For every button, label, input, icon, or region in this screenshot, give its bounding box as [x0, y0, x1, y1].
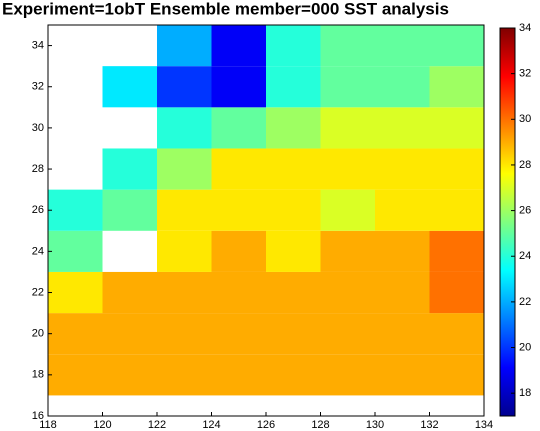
sst-cell	[266, 230, 321, 272]
colorbar-tick-label: 28	[519, 159, 531, 171]
colorbar	[499, 27, 516, 417]
sst-cell	[211, 66, 266, 108]
sst-cell	[102, 354, 157, 396]
sst-cell	[429, 148, 484, 190]
sst-cell	[157, 148, 212, 190]
sst-cell	[429, 230, 484, 272]
sst-cell	[157, 230, 212, 272]
x-tick-label: 118	[39, 419, 57, 431]
sst-cell	[429, 189, 484, 231]
sst-cell	[48, 313, 103, 355]
sst-cell	[48, 354, 103, 396]
colorbar-tick-label: 34	[519, 22, 531, 34]
sst-cell	[157, 107, 212, 149]
colorbar-tick-label: 20	[519, 341, 531, 353]
sst-cell	[266, 148, 321, 190]
y-tick-label: 32	[32, 81, 44, 93]
sst-cell	[266, 66, 321, 108]
sst-cell	[429, 25, 484, 67]
sst-cell	[211, 354, 266, 396]
sst-cell	[157, 313, 212, 355]
sst-cell	[429, 313, 484, 355]
y-tick-label: 22	[32, 286, 44, 298]
colorbar-tick-label: 32	[519, 68, 531, 80]
sst-cell	[211, 271, 266, 314]
y-tick-label: 26	[32, 204, 44, 216]
chart-title: Experiment=1obT Ensemble member=000 SST …	[2, 0, 449, 18]
sst-cell	[429, 354, 484, 396]
sst-cell	[266, 189, 321, 231]
sst-cell	[211, 148, 266, 190]
sst-cell	[320, 107, 375, 149]
sst-cell	[157, 271, 212, 314]
sst-cell	[102, 271, 157, 314]
sst-cell	[211, 189, 266, 231]
sst-cell	[157, 66, 212, 108]
y-tick-label: 34	[32, 39, 44, 51]
sst-cell	[375, 107, 430, 149]
sst-cell	[157, 189, 212, 231]
y-tick-label: 18	[32, 369, 44, 381]
sst-cell	[320, 313, 375, 355]
colorbar-tick-label: 24	[519, 250, 531, 262]
x-tick-label: 120	[93, 419, 111, 431]
sst-cell	[102, 189, 157, 231]
sst-cell	[320, 25, 375, 67]
sst-cell	[320, 148, 375, 190]
sst-cell	[429, 107, 484, 149]
x-tick-label: 122	[148, 419, 166, 431]
sst-cell	[320, 66, 375, 108]
sst-cell	[266, 271, 321, 314]
sst-cell	[320, 230, 375, 272]
sst-cell	[211, 230, 266, 272]
y-tick-label: 24	[32, 245, 44, 257]
sst-cell	[102, 66, 157, 108]
colorbar-tick-label: 30	[519, 113, 531, 125]
sst-cell	[266, 313, 321, 355]
sst-cell	[375, 271, 430, 314]
y-tick-label: 30	[32, 122, 44, 134]
sst-cell	[48, 230, 103, 272]
sst-cell	[102, 313, 157, 355]
sst-cell	[429, 66, 484, 108]
x-tick-label: 130	[366, 419, 384, 431]
colorbar-tick-label: 18	[519, 387, 531, 399]
sst-cell	[375, 230, 430, 272]
x-tick-label: 124	[202, 419, 220, 431]
sst-cell	[157, 25, 212, 67]
sst-field	[48, 25, 484, 396]
y-tick-label: 20	[32, 328, 44, 340]
colorbar-tick-label: 22	[519, 296, 531, 308]
sst-cell	[48, 271, 103, 314]
x-tick-label: 128	[311, 419, 329, 431]
sst-cell	[266, 107, 321, 149]
x-tick-label: 132	[420, 419, 438, 431]
sst-cell	[102, 148, 157, 190]
sst-cell	[211, 25, 266, 67]
x-tick-label: 134	[475, 419, 493, 431]
colorbar-tick-label: 26	[519, 204, 531, 216]
sst-cell	[429, 271, 484, 314]
sst-cell	[266, 354, 321, 396]
sst-cell	[211, 107, 266, 149]
sst-cell	[375, 66, 430, 108]
sst-cell	[375, 354, 430, 396]
sst-cell	[157, 354, 212, 396]
sst-cell	[375, 148, 430, 190]
sst-cell	[211, 313, 266, 355]
sst-cell	[320, 354, 375, 396]
sst-cell	[48, 189, 103, 231]
sst-cell	[375, 313, 430, 355]
x-tick-label: 126	[257, 419, 275, 431]
sst-cell	[266, 25, 321, 67]
sst-cell	[320, 271, 375, 314]
sst-cell	[320, 189, 375, 231]
y-tick-label: 16	[32, 410, 44, 422]
y-tick-label: 28	[32, 163, 44, 175]
sst-cell	[375, 25, 430, 67]
sst-cell	[375, 189, 430, 231]
